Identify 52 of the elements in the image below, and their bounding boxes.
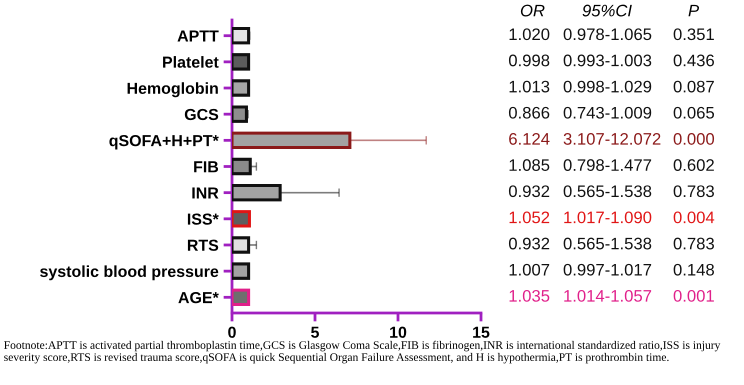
text: 1.020 [510, 28, 550, 40]
text: 0.932 [508, 238, 550, 250]
text: 0.998-1.029 [564, 80, 652, 92]
text: 0.602 [674, 159, 714, 171]
text: 0.148 [674, 264, 714, 276]
text: 0.783 [674, 238, 714, 250]
category-label: P [688, 4, 700, 16]
text: 0.998 [508, 54, 550, 66]
text: 1.013 [510, 80, 550, 92]
text: 1.014-1.057 [564, 290, 652, 302]
y-tick-label: Hemoglobin [128, 82, 218, 98]
text: 1.085 [510, 159, 550, 171]
y-tick-label: Platelet [163, 56, 219, 68]
text: Footnote:APTT is activated partial thromboplastin time,GCS is Glasgow Coma Scale,FIB is fibrinogen,INR is international standardized ratio,ISS is injury severity score,RTS is revised trauma score,qSOFA is quick Sequential Organ Failure Assessment, and H is hypothermia,PT is prothrombin time. [4, 340, 720, 364]
y-tick-label: systolic blood pressure [40, 265, 218, 280]
x-tick-label: 5 [311, 326, 319, 338]
text: 0.087 [674, 80, 714, 92]
text: 0.004 [674, 211, 714, 224]
text: 0.866 [508, 106, 550, 119]
text: 0.743-1.009 [564, 106, 652, 119]
text: 0.565-1.538 [564, 238, 652, 250]
text: 0.783 [674, 185, 714, 198]
x-tick-label: 10 [390, 326, 406, 338]
text: 0.798-1.477 [564, 159, 652, 171]
text: 1.052 [510, 211, 550, 224]
y-tick-label: AGE* [178, 292, 219, 304]
text: 0.997-1.017 [564, 264, 652, 276]
y-tick-label: RTS [188, 240, 218, 251]
category-label: 95%CI [582, 4, 632, 16]
category-label: OR [520, 4, 544, 16]
text: 0.065 [674, 106, 714, 119]
text: 3.107-12.072 [564, 133, 660, 145]
text: 0.436 [674, 54, 714, 66]
text: 1.007 [510, 264, 550, 276]
text: 1.017-1.090 [564, 211, 652, 224]
text: 0.932 [508, 185, 550, 198]
text: 0.001 [674, 290, 714, 302]
text: 6.124 [509, 133, 550, 145]
x-tick-label: 15 [473, 326, 490, 338]
y-tick-label: APTT [178, 30, 219, 42]
text: 0.565-1.538 [564, 185, 652, 198]
x-tick-label: 0 [228, 326, 236, 338]
y-tick-label: ISS* [188, 213, 219, 225]
text: 0.000 [674, 133, 714, 145]
text: 0.993-1.003 [564, 54, 652, 66]
text: 0.978-1.065 [564, 28, 652, 40]
y-tick-label: GCS [184, 108, 218, 120]
text: 0.351 [674, 28, 714, 40]
text: 1.035 [510, 290, 550, 302]
y-tick-label: qSOFA+H+PT* [109, 134, 219, 150]
y-tick-label: INR [192, 187, 218, 198]
y-tick-label: FIB [194, 161, 218, 172]
